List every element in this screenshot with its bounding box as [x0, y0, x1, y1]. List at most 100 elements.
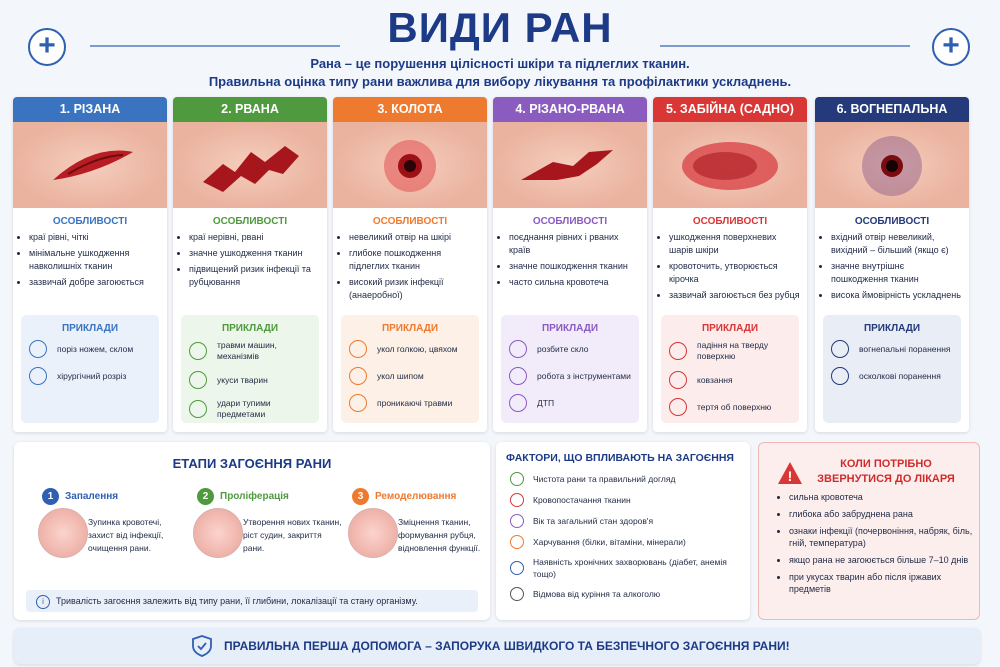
feature: невеликий отвір на шкірі: [349, 231, 481, 244]
doctor-item: сильна кровотеча: [789, 491, 977, 503]
example-text: осколкові поранення: [859, 370, 941, 381]
stage: 3 Ремоделювання Зміцнення тканин, формуван…: [348, 486, 498, 586]
wound-illustration: [815, 122, 969, 208]
example: ДТП: [509, 394, 639, 412]
footer-box: ПРАВИЛЬНА ПЕРША ДОПОМОГА – ЗАПОРУКА ШВИД…: [14, 628, 980, 664]
example: укуси тварин: [189, 371, 319, 389]
example-text: вогнепальні поранення: [859, 343, 951, 354]
example-icon: [669, 371, 687, 389]
factor-icon: [510, 493, 524, 507]
stage-text: Зупинка кровотечі, захист від інфекції, …: [88, 517, 164, 553]
features: краї рівні, чіткі мінімальне ушкодження н…: [13, 231, 167, 289]
features-heading: ОСОБЛИВОСТІ: [372, 216, 448, 227]
example-text: робота з інструментами: [537, 370, 631, 381]
type-card: 1. РІЗАНА ОСОБЛИВОСТІ краї рівні, чіткі мін…: [13, 97, 167, 432]
type-title: 4. РІЗАНО-РВАНА: [493, 97, 647, 122]
feature: глибоке пошкодження підлеглих тканин: [349, 247, 481, 273]
type-title: 5. ЗАБІЙНА (САДНО): [653, 97, 807, 122]
feature: краї рівні, чіткі: [29, 231, 161, 244]
example-icon: [349, 394, 367, 412]
factor: Відмова від куріння та алкоголю: [510, 587, 740, 601]
type-card: 5. ЗАБІЙНА (САДНО) ОСОБЛИВОСТІ ушкодження …: [653, 97, 807, 432]
plus-icon: +: [932, 28, 970, 66]
features: ушкодження поверхневих шарів шкіри кровот…: [653, 231, 807, 302]
type-title: 3. КОЛОТА: [333, 97, 487, 122]
feature: часто сильна кровотеча: [509, 276, 641, 289]
stage-illustration: [38, 508, 88, 558]
stage-name: Запалення: [65, 491, 119, 502]
stage-name: Проліферація: [220, 491, 289, 502]
features-heading: ОСОБЛИВОСТІ: [854, 216, 930, 227]
type-title: 1. РІЗАНА: [13, 97, 167, 122]
type-card: 2. РВАНА ОСОБЛИВОСТІ краї нерівні, рвані зн…: [173, 97, 327, 432]
doctor-title: КОЛИ ПОТРІБНО ЗВЕРНУТИСЯ ДО ЛІКАРЯ: [817, 458, 955, 485]
stage-illustration: [348, 508, 398, 558]
feature: поєднання рівних і рваних країв: [509, 231, 641, 257]
features: краї нерівні, рвані значне ушкодження тка…: [173, 231, 327, 289]
footer: ПРАВИЛЬНА ПЕРША ДОПОМОГА – ЗАПОРУКА ШВИД…: [224, 639, 790, 653]
example: тертя об поверхню: [669, 398, 799, 416]
factor-icon: [510, 514, 524, 528]
stage-text: Зміцнення тканин, формування рубця, відн…: [398, 517, 481, 553]
features: невеликий отвір на шкірі глибоке пошкодже…: [333, 231, 487, 302]
example: розбите скло: [509, 340, 639, 358]
example: падіння на тверду поверхню: [669, 340, 799, 362]
doctor-item: глибока або забруднена рана: [789, 508, 977, 520]
example: ковзання: [669, 371, 799, 389]
features-heading: ОСОБЛИВОСТІ: [532, 216, 608, 227]
factors-box: ФАКТОРИ, ЩО ВПЛИВАЮТЬ НА ЗАГОЄННЯ Чистот…: [496, 442, 750, 620]
examples: ПРИКЛАДИ розбите скло робота з інструмента…: [501, 315, 639, 423]
examples: ПРИКЛАДИ падіння на тверду поверхню ковзан…: [661, 315, 799, 423]
wound-image: [333, 122, 487, 208]
feature: підвищений ризик інфекції та рубцювання: [189, 263, 321, 289]
factor: Кровопостачання тканин: [510, 493, 740, 507]
feature: мінімальне ушкодження навколишніх тканин: [29, 247, 161, 273]
example-text: укуси тварин: [217, 374, 268, 385]
example-text: ДТП: [537, 397, 555, 408]
factor-text: Наявність хронічних захворювань (діабет,…: [533, 557, 727, 579]
example: укол голкою, цвяхом: [349, 340, 479, 358]
stages-box: ЕТАПИ ЗАГОЄННЯ РАНИ 1 Запалення Зупинка кр…: [14, 442, 490, 620]
wound-illustration: [173, 122, 327, 208]
examples-heading: ПРИКЛАДИ: [61, 323, 119, 334]
example-icon: [509, 340, 527, 358]
example-text: укол шипом: [377, 370, 424, 381]
factor-icon: [510, 535, 524, 549]
example-icon: [509, 394, 527, 412]
features-heading: ОСОБЛИВОСТІ: [692, 216, 768, 227]
wound-illustration: [333, 122, 487, 208]
example-text: удари тупими предметами: [217, 398, 271, 419]
wound-illustration: [653, 122, 807, 208]
example-text: травми машин, механізмів: [217, 340, 277, 361]
example-icon: [349, 367, 367, 385]
stage-head: 1 Запалення: [42, 486, 188, 505]
example-icon: [29, 367, 47, 385]
factors-title: ФАКТОРИ, ЩО ВПЛИВАЮТЬ НА ЗАГОЄННЯ: [506, 452, 734, 464]
example-icon: [349, 340, 367, 358]
example-icon: [509, 367, 527, 385]
feature: краї нерівні, рвані: [189, 231, 321, 244]
factor: Наявність хронічних захворювань (діабет,…: [510, 556, 740, 580]
wound-illustration: [13, 122, 167, 208]
example: хірургічний розріз: [29, 367, 159, 385]
feature: вхідний отвір невеликий, вихідний – біль…: [831, 231, 963, 257]
info-icon: i: [36, 595, 50, 609]
subtitle: Правильна оцінка типу рани важлива для в…: [208, 74, 792, 89]
factor: Вік та загальний стан здоров'я: [510, 514, 740, 528]
factor-icon: [510, 561, 524, 575]
stage-number: 3: [352, 488, 369, 505]
wound-image: [815, 122, 969, 208]
example-text: поріз ножем, склом: [57, 343, 134, 354]
example-text: хірургічний розріз: [57, 370, 127, 381]
example: проникаючі травми: [349, 394, 479, 412]
example-icon: [831, 367, 849, 385]
example: робота з інструментами: [509, 367, 639, 385]
feature: кровоточить, утворюється кірочка: [669, 260, 801, 286]
stage-head: 3 Ремоделювання: [352, 486, 498, 505]
example-icon: [29, 340, 47, 358]
example: травми машин, механізмів: [189, 340, 319, 362]
example-text: ковзання: [697, 374, 733, 385]
note-text: Тривалість загоєння залежить від типу ра…: [56, 596, 418, 606]
example: поріз ножем, склом: [29, 340, 159, 358]
